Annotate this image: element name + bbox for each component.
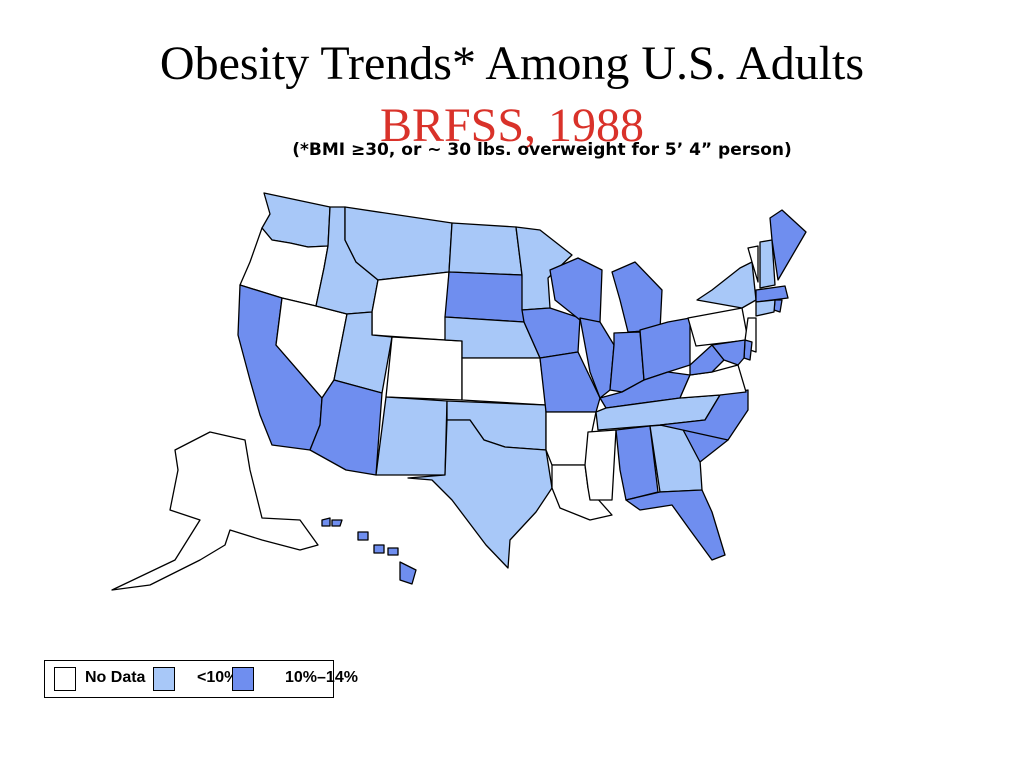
state-az bbox=[309, 379, 383, 476]
state-hi-2 bbox=[357, 531, 369, 541]
state-ks bbox=[461, 357, 547, 406]
legend: No Data <10% 10%–14% bbox=[44, 660, 358, 698]
state-me bbox=[769, 209, 807, 281]
legend-swatch-no-data bbox=[54, 667, 76, 691]
state-mi bbox=[611, 261, 663, 333]
state-mo bbox=[539, 351, 601, 413]
state-md bbox=[711, 339, 746, 366]
state-ms bbox=[584, 429, 617, 501]
state-nc bbox=[659, 389, 749, 441]
legend-label-under-10: <10% bbox=[197, 669, 239, 686]
state-vt bbox=[747, 245, 759, 283]
legend-swatch-under-10 bbox=[153, 667, 175, 691]
state-oh bbox=[639, 317, 691, 381]
legend-swatch-10-14 bbox=[232, 667, 254, 691]
state-mn bbox=[515, 226, 573, 311]
state-ma bbox=[755, 285, 789, 303]
state-nd bbox=[448, 222, 523, 276]
state-co bbox=[385, 336, 463, 401]
state-ak bbox=[111, 431, 319, 591]
state-wy bbox=[371, 271, 450, 341]
state-hi-4 bbox=[387, 547, 399, 556]
state-ct bbox=[755, 299, 776, 317]
legend-label-no-data: No Data bbox=[85, 669, 146, 686]
page-title: Obesity Trends* Among U.S. Adults bbox=[159, 37, 865, 90]
state-hi-3 bbox=[373, 544, 385, 554]
state-hi-1 bbox=[331, 519, 343, 527]
state-hi-5 bbox=[399, 561, 417, 585]
state-nm bbox=[375, 396, 448, 476]
state-sd bbox=[444, 271, 525, 323]
page-subtitle: BRFSS, 1988 bbox=[379, 99, 645, 152]
state-wa bbox=[261, 192, 331, 248]
state-fl bbox=[625, 489, 726, 561]
bmi-note: (*BMI ≥30, or ~ 30 lbs. overweight for 5… bbox=[292, 140, 792, 160]
state-nh bbox=[759, 239, 776, 289]
state-wv bbox=[689, 344, 725, 376]
state-tx bbox=[407, 419, 553, 569]
state-ny bbox=[696, 261, 757, 309]
state-hi bbox=[321, 517, 331, 527]
legend-label-10-14: 10%–14% bbox=[285, 669, 358, 686]
